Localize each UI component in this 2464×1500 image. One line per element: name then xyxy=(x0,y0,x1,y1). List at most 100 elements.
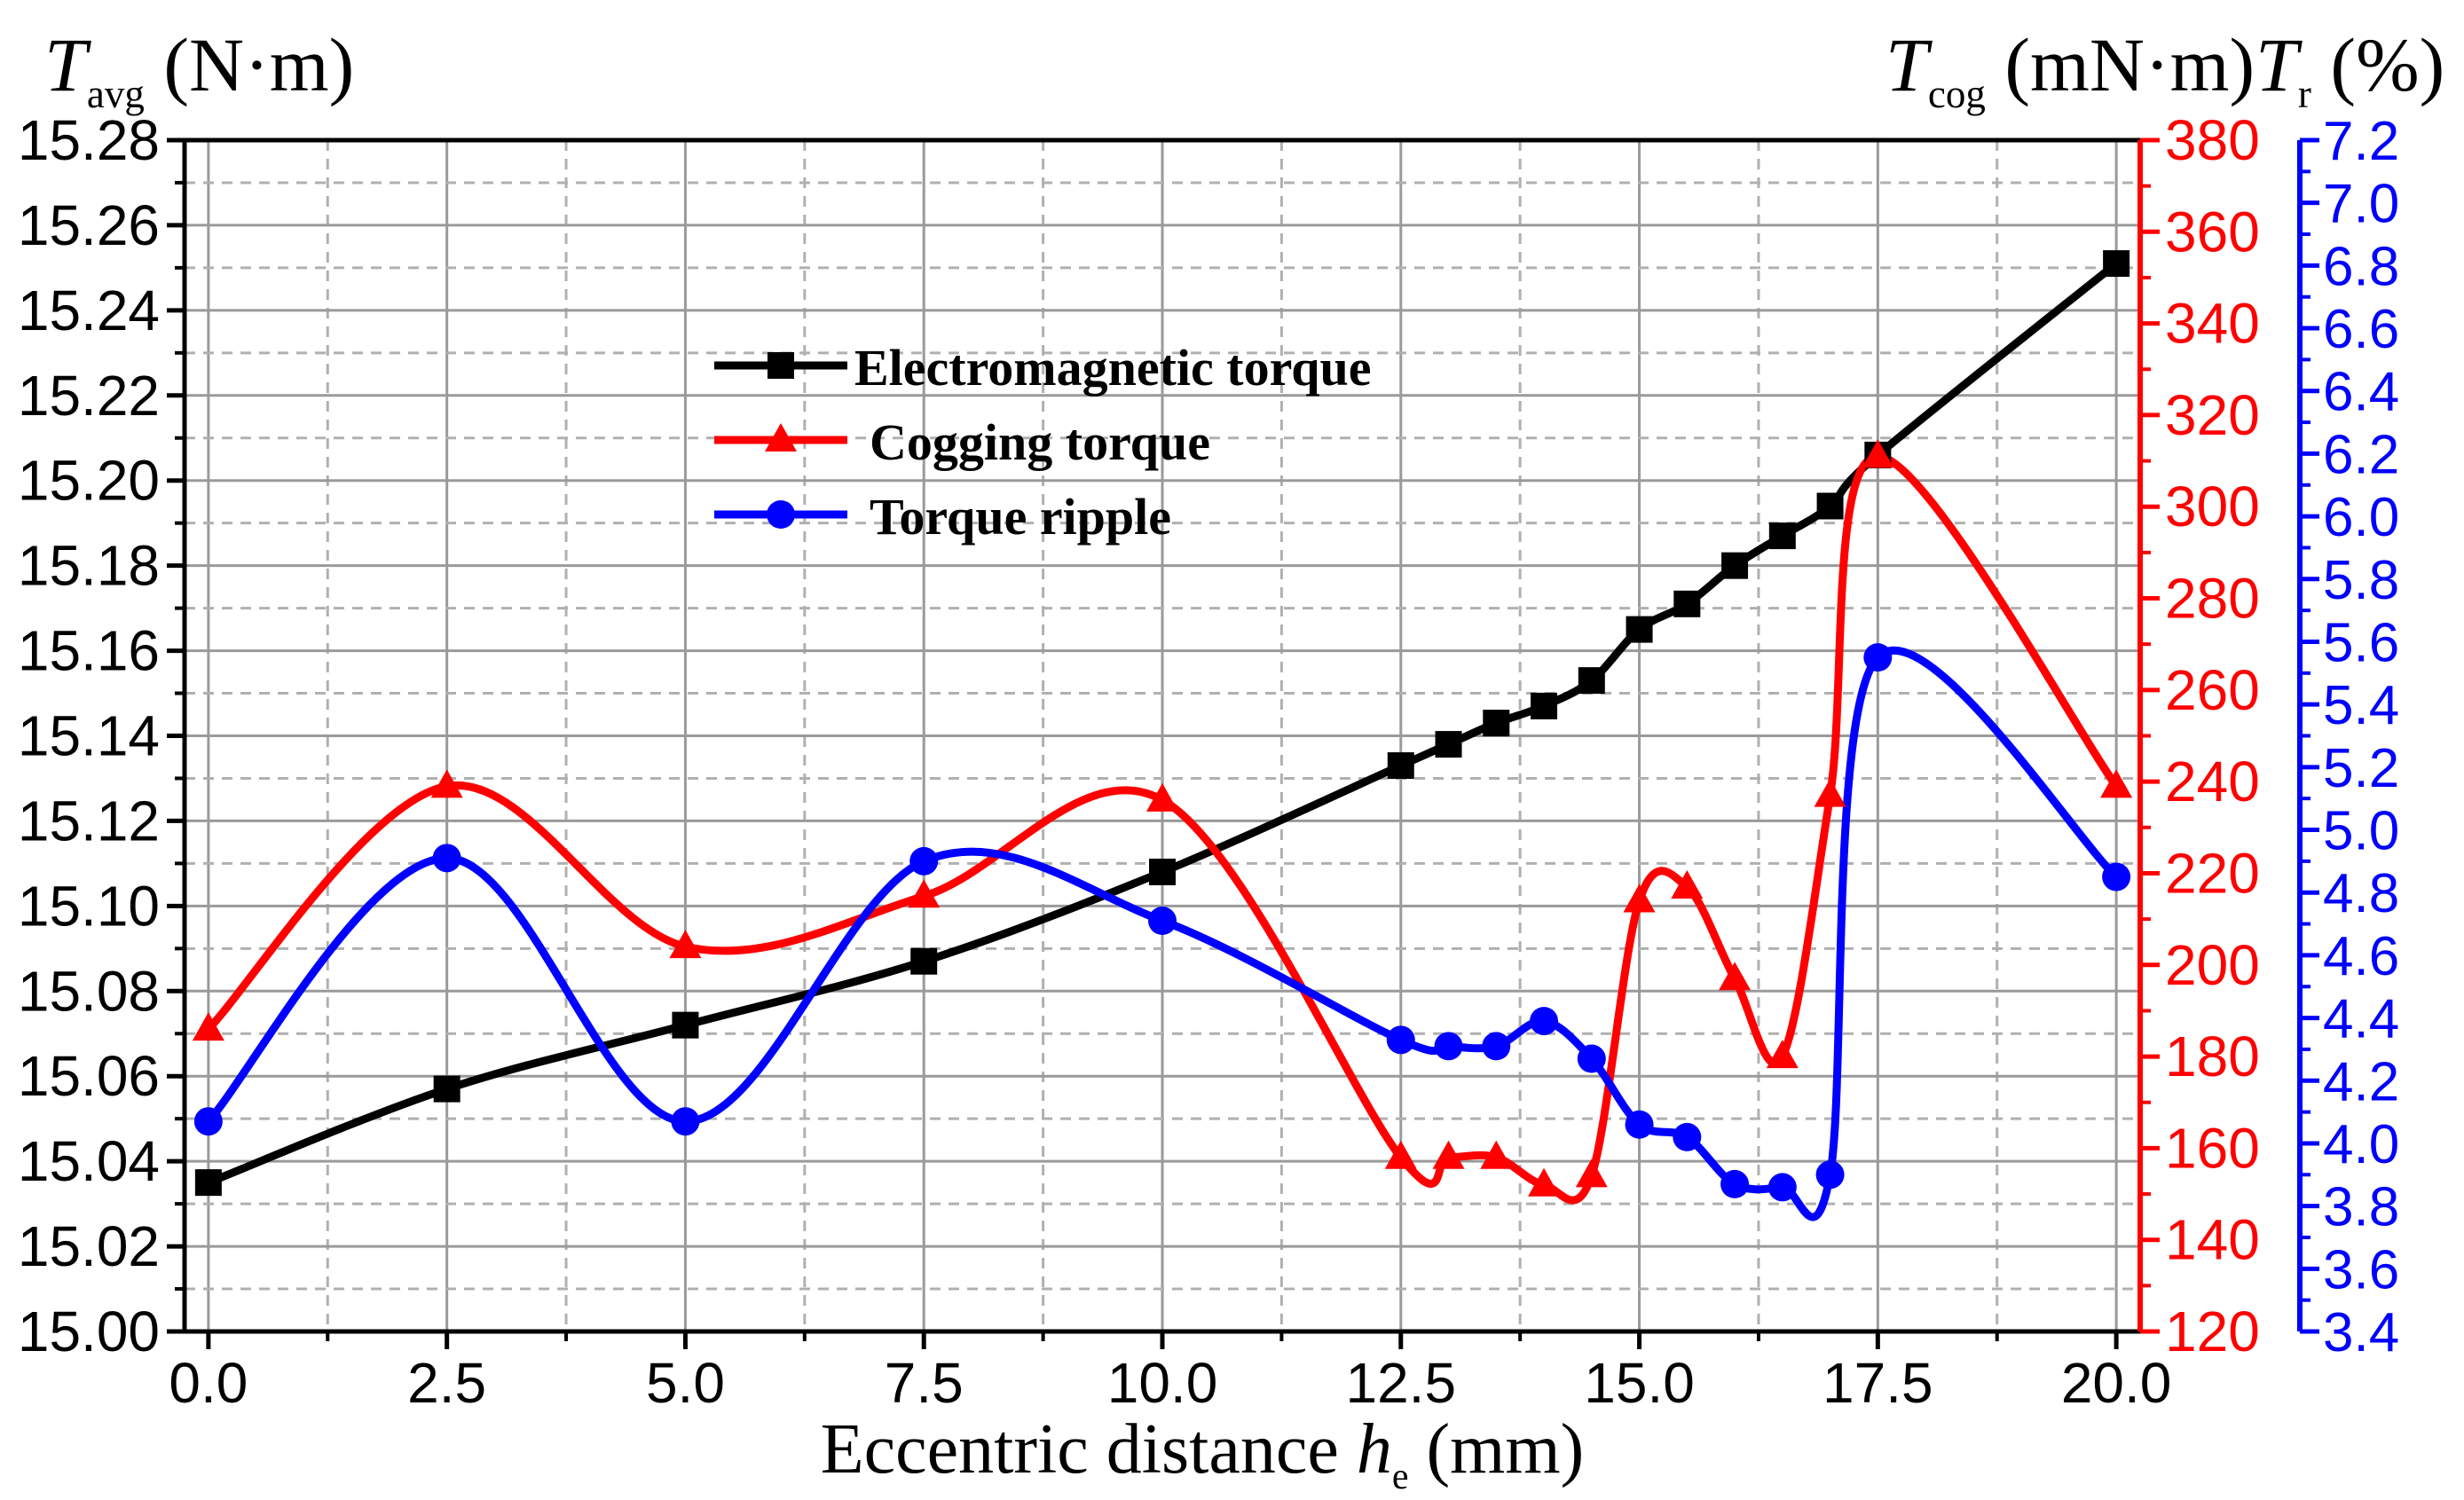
x-tick-label: 2.5 xyxy=(407,1351,486,1415)
torque-ripple-point xyxy=(1815,1160,1845,1190)
right-1-tick-label: 340 xyxy=(2165,292,2260,356)
cogging-torque-point xyxy=(1575,1158,1608,1188)
torque-ripple-point xyxy=(1863,643,1893,672)
right-1-tick-label: 140 xyxy=(2165,1208,2260,1272)
electromagnetic-torque-point xyxy=(2103,250,2130,278)
electromagnetic-torque-point xyxy=(194,1169,222,1197)
electromagnetic-torque-point xyxy=(1387,752,1414,780)
x-tick-label: 5.0 xyxy=(646,1351,725,1415)
x-tick-label: 7.5 xyxy=(885,1351,964,1415)
right-1-tick-label: 240 xyxy=(2165,750,2260,813)
torque-ripple-point xyxy=(1386,1025,1415,1055)
cogging-torque-point xyxy=(1814,778,1846,807)
cogging-torque-point xyxy=(430,769,463,798)
legend-marker-electromagnetic-torque xyxy=(768,352,794,379)
right-1-tick-label: 120 xyxy=(2165,1300,2260,1363)
torque-ripple-point xyxy=(1482,1032,1511,1061)
left-tick-label: 15.00 xyxy=(18,1300,160,1363)
right-2-tick-label: 4.0 xyxy=(2323,1114,2399,1175)
torque-ripple-point xyxy=(909,846,939,876)
right-2-tick-label: 5.8 xyxy=(2323,550,2399,611)
right-1-tick-label: 300 xyxy=(2165,475,2260,538)
left-tick-label: 15.08 xyxy=(18,959,160,1023)
x-tick-label: 17.5 xyxy=(1822,1351,1933,1415)
electromagnetic-torque-point xyxy=(1721,552,1749,579)
right-1-tick-label: 180 xyxy=(2165,1025,2260,1088)
electromagnetic-torque-point xyxy=(910,947,938,975)
electromagnetic-torque-point xyxy=(1435,731,1462,758)
x-tick-label: 10.0 xyxy=(1107,1351,1218,1415)
electromagnetic-torque-point xyxy=(433,1075,461,1103)
right-2-tick-label: 5.4 xyxy=(2323,675,2399,736)
torque-ripple-point xyxy=(1767,1173,1797,1202)
electromagnetic-torque-point xyxy=(1673,590,1701,617)
right-1-tick-label: 220 xyxy=(2165,841,2260,905)
right-axis-1-title: Tcog (mN·m) xyxy=(1885,22,2255,116)
left-tick-label: 15.10 xyxy=(18,874,160,938)
left-tick-label: 15.02 xyxy=(18,1214,160,1278)
torque-ripple-point xyxy=(1673,1122,1702,1151)
markers-layer xyxy=(192,250,2133,1202)
left-tick-label: 15.20 xyxy=(18,449,160,513)
legend-marker-cogging-torque xyxy=(765,423,797,452)
left-tick-label: 15.24 xyxy=(18,279,160,342)
right-1-tick-label: 200 xyxy=(2165,933,2260,997)
axis-labels: Tavg (N·m) Tcog (mN·m) Tr (%) Eccentric dis… xyxy=(44,22,2444,1497)
x-tick-label: 0.0 xyxy=(169,1351,248,1415)
cogging-torque-point xyxy=(192,1012,224,1041)
x-tick-label: 20.0 xyxy=(2061,1351,2172,1415)
right-2-tick-label: 6.8 xyxy=(2323,236,2399,297)
left-tick-label: 15.14 xyxy=(18,704,160,768)
right-2-tick-label: 4.6 xyxy=(2323,926,2399,987)
cogging-torque-point xyxy=(1480,1140,1513,1169)
legend-label-electromagnetic-torque: Electromagnetic torque xyxy=(854,339,1372,397)
right-1-tick-label: 320 xyxy=(2165,383,2260,447)
right-2-tick-label: 7.0 xyxy=(2323,174,2399,235)
right-1-tick-label: 280 xyxy=(2165,567,2260,631)
cogging-torque-point xyxy=(669,930,702,959)
left-tick-label: 15.12 xyxy=(18,789,160,852)
right-2-tick-label: 5.0 xyxy=(2323,801,2399,862)
electromagnetic-torque-point xyxy=(1483,710,1510,737)
cogging-torque-point xyxy=(1384,1140,1417,1169)
right-2-tick-label: 4.2 xyxy=(2323,1051,2399,1112)
electromagnetic-torque-point xyxy=(672,1011,699,1039)
torque-ripple-point xyxy=(1720,1169,1750,1198)
right-1-tick-label: 360 xyxy=(2165,200,2260,263)
legend-label-torque-ripple: Torque ripple xyxy=(870,488,1171,546)
electromagnetic-torque-point xyxy=(1816,492,1844,520)
cogging-torque-point xyxy=(2100,769,2133,798)
cogging-torque-point xyxy=(1766,1040,1799,1069)
torque-ripple-point xyxy=(1625,1110,1654,1139)
torque-ripple-point xyxy=(193,1107,223,1136)
cogging-torque-point xyxy=(1623,884,1656,913)
torque-ripple-point xyxy=(1530,1007,1559,1036)
right-1-tick-label: 260 xyxy=(2165,658,2260,722)
electromagnetic-torque-point xyxy=(1149,858,1176,885)
torque-ripple-point xyxy=(671,1107,700,1136)
electromagnetic-torque-point xyxy=(1531,692,1558,719)
electromagnetic-torque-point xyxy=(1768,522,1796,550)
left-tick-label: 15.06 xyxy=(18,1044,160,1108)
left-tick-label: 15.16 xyxy=(18,619,160,683)
torque-ripple-point xyxy=(1434,1032,1463,1061)
axes: 15.00 15.02 15.04 15.06 15.08 15.10 15.12 15.14… xyxy=(18,108,2399,1415)
cogging-torque-point xyxy=(1862,439,1894,468)
torque-ripple-point xyxy=(1148,907,1177,936)
torque-ripple-point xyxy=(2102,862,2131,891)
right-2-tick-label: 3.4 xyxy=(2323,1302,2399,1363)
right-2-tick-label: 6.6 xyxy=(2323,299,2399,360)
right-2-tick-label: 6.0 xyxy=(2323,487,2399,548)
x-tick-label: 15.0 xyxy=(1584,1351,1695,1415)
right-2-tick-label: 3.8 xyxy=(2323,1177,2399,1238)
right-2-tick-label: 7.2 xyxy=(2323,111,2399,172)
electromagnetic-torque-point xyxy=(1578,667,1605,695)
x-tick-label: 12.5 xyxy=(1345,1351,1456,1415)
torque-ripple-point xyxy=(432,844,461,873)
right-2-tick-label: 5.2 xyxy=(2323,738,2399,799)
cogging-torque-point xyxy=(1671,869,1704,899)
cogging-torque-point xyxy=(1146,782,1178,812)
legend: Electromagnetic torque Cogging torque Torq… xyxy=(714,339,1372,546)
cogging-torque-point xyxy=(908,879,941,908)
